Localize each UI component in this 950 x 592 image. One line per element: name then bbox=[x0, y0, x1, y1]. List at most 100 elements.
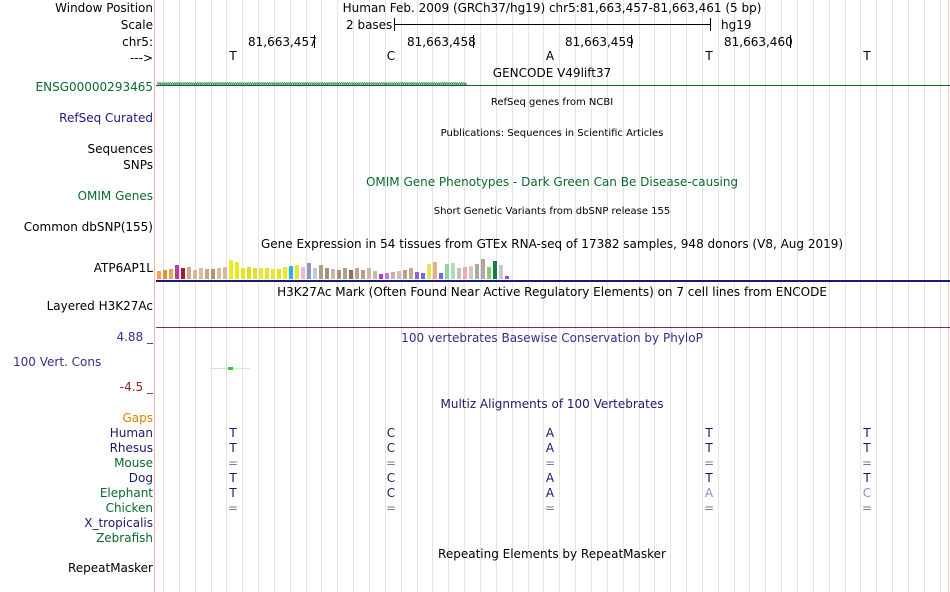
track-image-left-border bbox=[154, 0, 155, 592]
gridline bbox=[670, 0, 671, 592]
multiz-gaps-label: Gaps bbox=[122, 411, 153, 425]
gtex-tissue-bar[interactable] bbox=[331, 269, 335, 279]
gtex-tissue-bar[interactable] bbox=[343, 268, 347, 279]
track-image[interactable]: Human Feb. 2009 (GRCh37/hg19) chr5:81,66… bbox=[156, 0, 950, 592]
species-label-elephant: Elephant bbox=[99, 486, 153, 500]
gtex-tissue-bar[interactable] bbox=[379, 274, 383, 279]
gtex-tissue-bar[interactable] bbox=[289, 266, 293, 279]
gtex-tissue-bar[interactable] bbox=[493, 261, 497, 279]
gtex-tissue-bar[interactable] bbox=[307, 263, 311, 279]
gtex-tissue-bar[interactable] bbox=[199, 268, 203, 279]
track-label-repeatmasker[interactable]: RepeatMasker bbox=[67, 561, 153, 575]
gtex-tissue-bar[interactable] bbox=[229, 260, 233, 279]
gtex-tissue-bar[interactable] bbox=[313, 268, 317, 279]
gridline bbox=[639, 0, 640, 592]
coord-tick-label: 81,663,460 bbox=[724, 35, 793, 49]
gtex-tissue-bar[interactable] bbox=[193, 270, 197, 279]
gtex-tissue-bar[interactable] bbox=[409, 268, 413, 279]
gtex-tissue-bar[interactable] bbox=[283, 267, 287, 279]
gtex-tissue-bar[interactable] bbox=[349, 270, 353, 279]
gtex-tissue-bar[interactable] bbox=[175, 265, 179, 279]
gtex-tissue-bar[interactable] bbox=[445, 264, 449, 279]
alignment-base: T bbox=[705, 426, 713, 440]
phylop-score-bar bbox=[228, 367, 233, 370]
coord-tick bbox=[631, 35, 632, 48]
gtex-tissue-bar[interactable] bbox=[181, 268, 185, 279]
track-label-publications-snps[interactable]: SNPs bbox=[123, 158, 153, 172]
track-label-h3k27ac[interactable]: Layered H3K27Ac bbox=[46, 299, 153, 313]
gtex-tissue-bar[interactable] bbox=[265, 268, 269, 279]
gtex-tissue-bar[interactable] bbox=[373, 271, 377, 279]
track-title-dbsnp: Short Genetic Variants from dbSNP releas… bbox=[433, 206, 671, 217]
gtex-tissue-bar[interactable] bbox=[355, 268, 359, 279]
gtex-tissue-bar[interactable] bbox=[385, 273, 389, 279]
gtex-tissue-bar[interactable] bbox=[439, 273, 443, 279]
gtex-tissue-bar[interactable] bbox=[295, 265, 299, 279]
alignment-base: = bbox=[227, 456, 239, 470]
gtex-tissue-bar[interactable] bbox=[427, 264, 431, 279]
gtex-tissue-bar[interactable] bbox=[169, 269, 173, 279]
track-label-publications[interactable]: Sequences bbox=[87, 142, 153, 156]
gtex-tissue-bar[interactable] bbox=[217, 268, 221, 279]
scale-bar bbox=[394, 24, 711, 25]
gtex-tissue-bar[interactable] bbox=[487, 267, 491, 279]
gtex-tissue-bar[interactable] bbox=[325, 268, 329, 279]
gtex-tissue-bar[interactable] bbox=[163, 270, 167, 279]
gtex-tissue-bar[interactable] bbox=[241, 268, 245, 279]
gtex-tissue-bar[interactable] bbox=[403, 270, 407, 279]
gtex-tissue-bar[interactable] bbox=[253, 268, 257, 279]
gtex-tissue-bar[interactable] bbox=[499, 265, 503, 279]
track-label-gencode[interactable]: ENSG00000293465 bbox=[35, 80, 153, 94]
scale-bases: 2 bases bbox=[346, 18, 393, 32]
gridline bbox=[543, 0, 544, 592]
gtex-tissue-bar[interactable] bbox=[205, 269, 209, 279]
gtex-tissue-bar[interactable] bbox=[433, 262, 437, 279]
track-title-omim: OMIM Gene Phenotypes - Dark Green Can Be… bbox=[365, 175, 739, 189]
scale-assembly: hg19 bbox=[721, 18, 752, 32]
gtex-tissue-bar[interactable] bbox=[457, 268, 461, 279]
gtex-tissue-bar[interactable] bbox=[397, 271, 401, 279]
gtex-tissue-bar[interactable] bbox=[367, 268, 371, 279]
gtex-tissue-bar[interactable] bbox=[271, 269, 275, 279]
ref-base: T bbox=[705, 49, 713, 63]
gtex-tissue-bar[interactable] bbox=[415, 272, 419, 279]
gtex-bar-chart[interactable] bbox=[156, 251, 950, 279]
track-label-dbsnp[interactable]: Common dbSNP(155) bbox=[23, 220, 153, 234]
gtex-tissue-bar[interactable] bbox=[301, 267, 305, 279]
gtex-tissue-bar[interactable] bbox=[337, 270, 341, 279]
gtex-tissue-bar[interactable] bbox=[481, 259, 485, 279]
gencode-gene-line[interactable] bbox=[156, 85, 950, 86]
gtex-tissue-bar[interactable] bbox=[451, 263, 455, 279]
alignment-base: A bbox=[545, 426, 555, 440]
gtex-tissue-bar[interactable] bbox=[469, 266, 473, 279]
gtex-tissue-bar[interactable] bbox=[361, 270, 365, 279]
alignment-base: = bbox=[703, 456, 715, 470]
gtex-tissue-bar[interactable] bbox=[475, 264, 479, 279]
gtex-tissue-bar[interactable] bbox=[247, 267, 251, 279]
gridline bbox=[781, 0, 782, 592]
gtex-tissue-bar[interactable] bbox=[157, 271, 161, 279]
gtex-tissue-bar[interactable] bbox=[463, 267, 467, 279]
species-label-xtropicalis: X_tropicalis bbox=[84, 516, 153, 530]
coord-tick bbox=[314, 35, 315, 48]
gtex-tissue-bar[interactable] bbox=[223, 267, 227, 279]
gtex-tissue-bar[interactable] bbox=[259, 268, 263, 279]
gtex-tissue-bar[interactable] bbox=[235, 262, 239, 279]
gtex-tissue-bar[interactable] bbox=[187, 267, 191, 279]
track-label-omim[interactable]: OMIM Genes bbox=[77, 189, 153, 203]
track-label-refseq[interactable]: RefSeq Curated bbox=[59, 111, 153, 125]
gtex-tissue-bar[interactable] bbox=[277, 269, 281, 279]
alignment-base: = bbox=[703, 501, 715, 515]
gridline bbox=[512, 0, 513, 592]
gridline bbox=[401, 0, 402, 592]
track-label-phylop[interactable]: 100 Vert. Cons bbox=[13, 355, 102, 369]
gtex-tissue-bar[interactable] bbox=[211, 269, 215, 279]
gtex-tissue-bar[interactable] bbox=[391, 272, 395, 279]
gridline bbox=[876, 0, 877, 592]
gtex-tissue-bar[interactable] bbox=[505, 276, 509, 279]
gtex-tissue-bar[interactable] bbox=[319, 265, 323, 279]
gtex-tissue-bar[interactable] bbox=[421, 273, 425, 279]
track-label-gtex[interactable]: ATP6AP1L bbox=[93, 261, 153, 275]
gridline bbox=[353, 0, 354, 592]
alignment-base: C bbox=[386, 426, 396, 440]
